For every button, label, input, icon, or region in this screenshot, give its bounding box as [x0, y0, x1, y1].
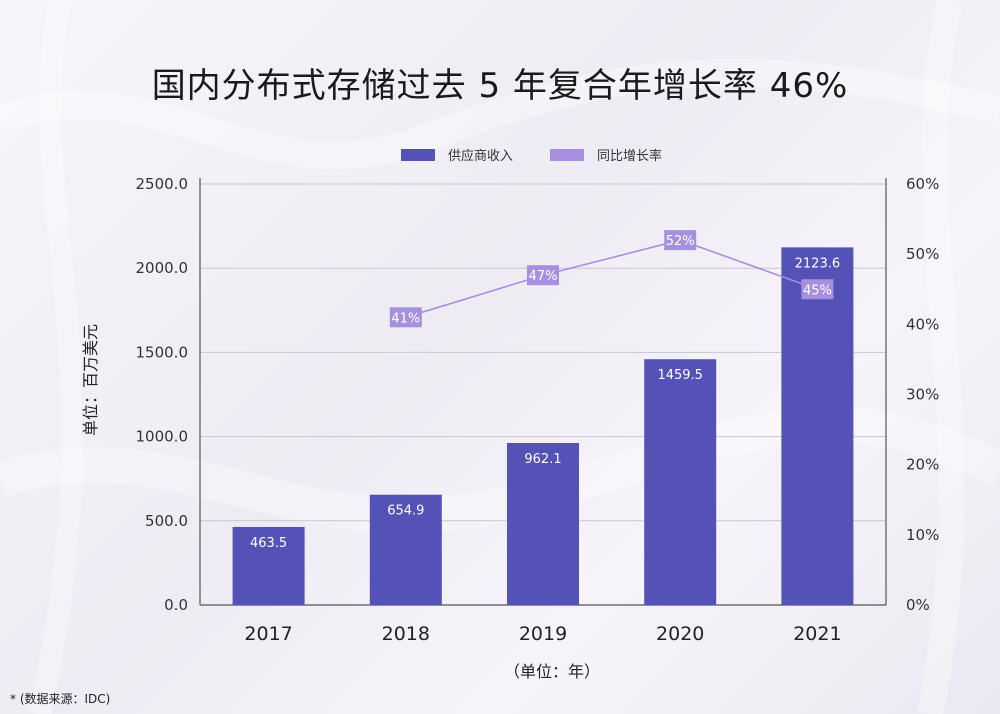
legend-label-growth: 同比增长率 [597, 148, 662, 164]
bar [644, 359, 717, 605]
gridlines [200, 183, 886, 522]
y-axis-title: 单位：百万美元 [81, 324, 100, 436]
legend-swatch-growth [550, 149, 584, 161]
y-tick-label: 0.0 [164, 596, 188, 614]
source-note: * (数据来源：IDC) [10, 692, 111, 706]
y2-tick-label: 50% [906, 245, 939, 263]
legend-label-revenue: 供应商收入 [448, 148, 513, 164]
y-axis-right: 0% 10% 20% 30% 40% 50% 60% [885, 175, 939, 614]
bar-value-label: 654.9 [387, 504, 424, 519]
y2-tick-label: 60% [906, 175, 939, 193]
growth-point-marker [664, 230, 697, 251]
bar-value-label: 1459.5 [657, 368, 703, 383]
y2-tick-label: 10% [906, 526, 939, 544]
legend-swatch-revenue [401, 149, 435, 161]
y-axis-left: 0.0 500.0 1000.0 1500.0 2000.0 2500.0 [136, 175, 201, 614]
y-tick-label: 2500.0 [136, 175, 189, 193]
growth-line: 41% 47% 52% 45% [389, 230, 834, 328]
y-tick-label: 2000.0 [136, 259, 189, 277]
bar [781, 247, 854, 606]
x-tick-label: 2019 [519, 623, 567, 645]
bar-value-label: 2123.6 [795, 256, 841, 271]
growth-series-line [405, 239, 818, 319]
x-tick-label: 2018 [382, 623, 430, 645]
x-tick-label: 2017 [244, 623, 292, 645]
growth-point-label: 47% [529, 269, 558, 284]
x-tick-label: 2021 [793, 623, 841, 645]
growth-point-marker [527, 265, 559, 286]
bar-value-label: 962.1 [524, 452, 561, 467]
bar [507, 442, 579, 605]
growth-point-label: 41% [391, 311, 420, 326]
bars: 463.5 654.9 962.1 1459.5 2123.6 [232, 247, 854, 606]
chart-title: 国内分布式存储过去 5 年复合年增长率 46% [151, 66, 849, 106]
x-axis-title: （单位：年） [504, 662, 600, 681]
growth-point-marker [801, 279, 834, 300]
y2-tick-label: 20% [906, 456, 939, 474]
growth-point-label: 52% [666, 234, 695, 249]
y2-tick-label: 0% [906, 596, 930, 614]
legend: 供应商收入 同比增长率 [401, 148, 662, 164]
y-tick-label: 500.0 [145, 512, 188, 530]
y-tick-label: 1000.0 [136, 428, 189, 446]
bar [369, 494, 442, 605]
y-tick-label: 1500.0 [136, 343, 189, 361]
x-tick-label: 2020 [656, 623, 704, 645]
bar-value-label: 463.5 [250, 536, 287, 551]
y2-tick-label: 30% [906, 386, 939, 404]
bar [232, 526, 305, 605]
growth-point-marker [389, 307, 422, 328]
y2-tick-label: 40% [906, 315, 939, 333]
growth-point-label: 45% [803, 283, 832, 298]
x-axis: 2017 2018 2019 2020 2021 [200, 604, 886, 645]
